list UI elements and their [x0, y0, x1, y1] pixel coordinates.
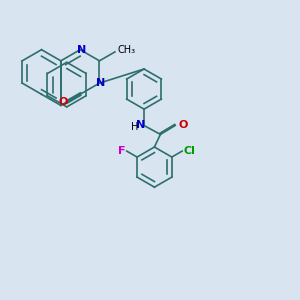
- Text: N: N: [96, 78, 106, 88]
- Text: CH₃: CH₃: [118, 45, 136, 56]
- Text: F: F: [118, 146, 125, 156]
- Text: Cl: Cl: [184, 146, 196, 156]
- Text: H: H: [131, 122, 138, 132]
- Text: O: O: [178, 121, 188, 130]
- Text: N: N: [77, 45, 86, 55]
- Text: N: N: [136, 121, 145, 130]
- Text: O: O: [58, 97, 68, 107]
